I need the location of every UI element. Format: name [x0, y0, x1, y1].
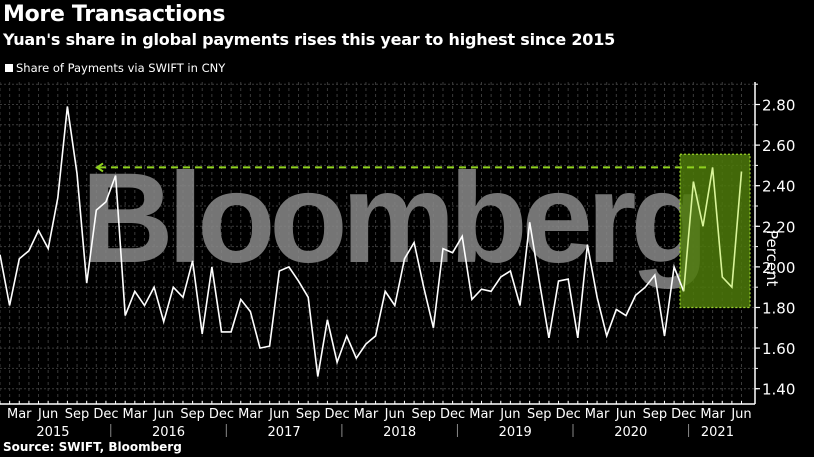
x-tick-label: Mar: [123, 407, 148, 422]
x-tick-label: Jun: [268, 407, 289, 422]
legend-swatch-icon: [5, 64, 13, 72]
x-tick-label: Dec: [93, 407, 118, 422]
y-tick-label: 2.80: [762, 97, 795, 115]
watermark-text: Bloomberg: [81, 147, 703, 290]
x-year-label: 2019: [499, 425, 532, 440]
arrow-left-icon: [95, 162, 104, 173]
x-year-label: 2020: [614, 425, 647, 440]
x-tick-label: Jun: [153, 407, 174, 422]
chart-title: More Transactions: [3, 2, 226, 27]
x-tick-label: Sep: [411, 407, 436, 422]
x-tick-label: Sep: [527, 407, 552, 422]
x-tick-label: Sep: [296, 407, 321, 422]
y-axis-label: Percent: [763, 230, 781, 287]
x-tick-label: Dec: [209, 407, 234, 422]
legend: Share of Payments via SWIFT in CNY: [5, 61, 225, 75]
x-tick-label: Dec: [324, 407, 349, 422]
series-line-highlight: [682, 167, 743, 292]
x-year-label: 2017: [268, 425, 301, 440]
x-tick-label: Mar: [354, 407, 379, 422]
x-year-label: 2018: [383, 425, 416, 440]
x-tick-label: Jun: [615, 407, 636, 422]
x-tick-label: Mar: [700, 407, 725, 422]
y-tick-label: 2.00: [762, 259, 795, 277]
x-tick-label: Jun: [37, 407, 58, 422]
x-tick-label: Dec: [671, 407, 696, 422]
x-tick-label: Mar: [469, 407, 494, 422]
x-tick-label: Jun: [730, 407, 751, 422]
y-tick-label: 1.40: [762, 381, 795, 399]
x-tick-label: Mar: [585, 407, 610, 422]
y-tick-label: 2.40: [762, 178, 795, 196]
series-line: [0, 106, 685, 377]
chart-subtitle: Yuan's share in global payments rises th…: [3, 30, 616, 49]
x-year-label: 2015: [36, 425, 69, 440]
y-tick-label: 1.60: [762, 340, 795, 358]
x-tick-label: Dec: [440, 407, 465, 422]
x-tick-label: Jun: [499, 407, 520, 422]
x-tick-label: Sep: [180, 407, 205, 422]
highlight-box: [679, 153, 751, 309]
x-tick-label: Sep: [65, 407, 90, 422]
y-tick-label: 1.80: [762, 300, 795, 318]
legend-label: Share of Payments via SWIFT in CNY: [16, 61, 226, 75]
x-tick-label: Dec: [556, 407, 581, 422]
x-tick-label: Mar: [238, 407, 263, 422]
y-tick-label: 2.60: [762, 137, 795, 155]
x-tick-label: Sep: [643, 407, 668, 422]
y-tick-label: 2.20: [762, 218, 795, 236]
x-year-label: 2021: [701, 425, 734, 440]
x-year-label: 2016: [152, 425, 185, 440]
x-tick-label: Jun: [384, 407, 405, 422]
source-note: Source: SWIFT, Bloomberg: [3, 440, 182, 454]
x-tick-label: Mar: [7, 407, 32, 422]
